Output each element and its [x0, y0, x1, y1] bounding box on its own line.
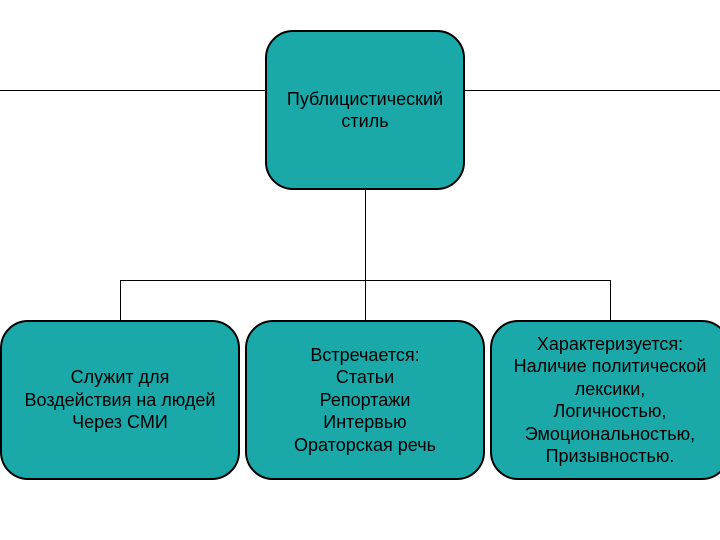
connector-drop-2 — [610, 280, 611, 320]
root-node: Публицистическийстиль — [265, 30, 465, 190]
connector-drop-0 — [120, 280, 121, 320]
child-node-occurs-in-text: Встречается:СтатьиРепортажиИнтервьюОрато… — [294, 344, 436, 457]
diagram-canvas: { "diagram": { "type": "tree", "backgrou… — [0, 0, 720, 540]
child-node-features-text: Характеризуется:Наличие политическойлекс… — [514, 333, 707, 468]
connector-drop-1 — [365, 280, 366, 320]
child-node-features: Характеризуется:Наличие политическойлекс… — [490, 320, 720, 480]
connector-trunk — [365, 190, 366, 280]
child-node-occurs-in: Встречается:СтатьиРепортажиИнтервьюОрато… — [245, 320, 485, 480]
child-node-purpose-text: Служит дляВоздействия на людейЧерез СМИ — [25, 366, 216, 434]
root-node-text: Публицистическийстиль — [287, 88, 443, 133]
guide-line-right — [465, 90, 720, 91]
child-node-purpose: Служит дляВоздействия на людейЧерез СМИ — [0, 320, 240, 480]
guide-line-left — [0, 90, 265, 91]
